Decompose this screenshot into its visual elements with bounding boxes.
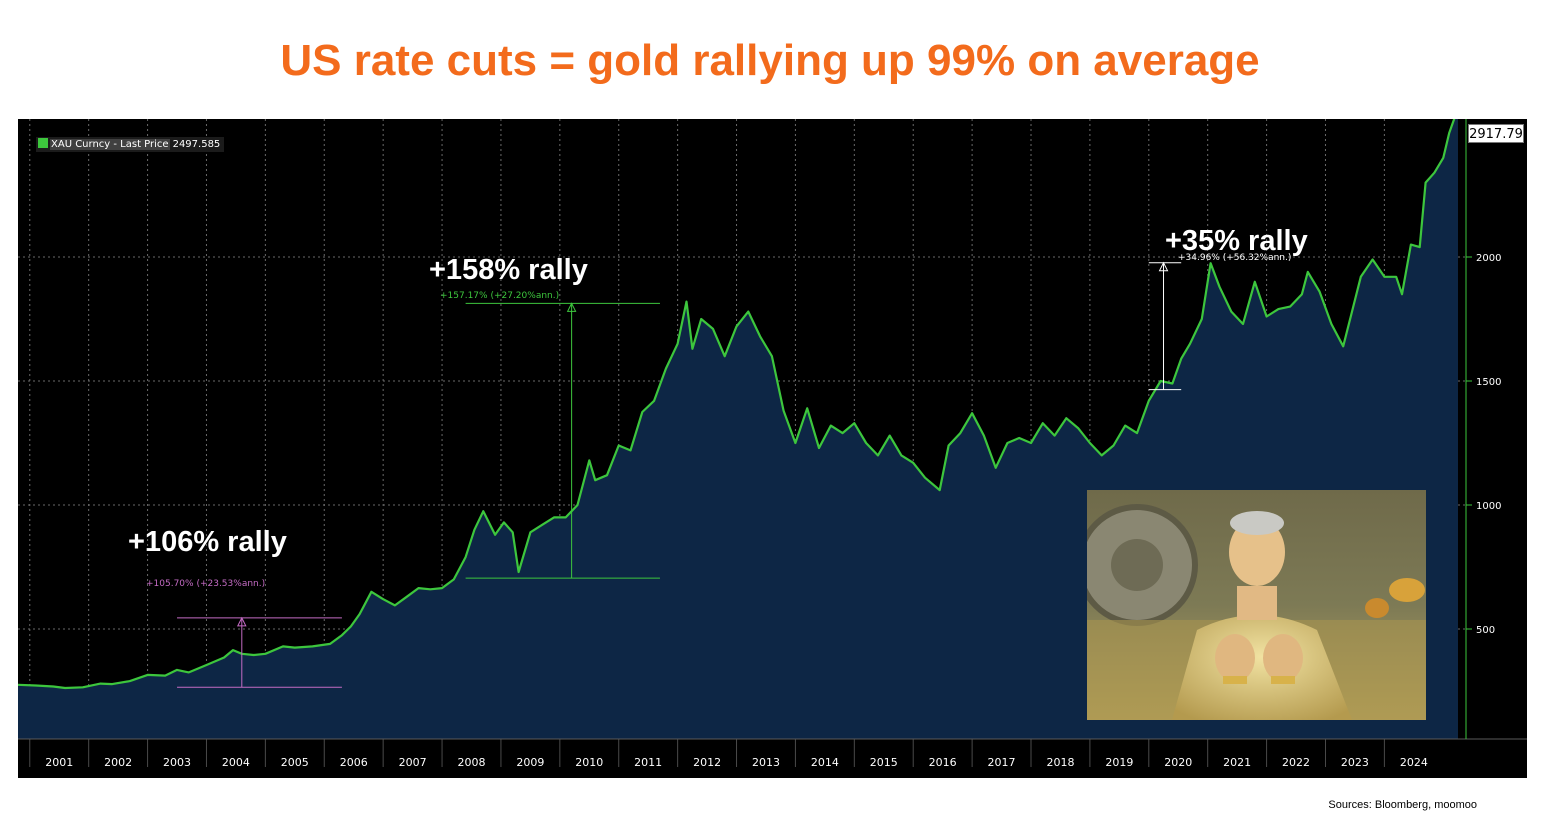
x-tick-label: 2012 <box>693 756 721 769</box>
x-tick-label: 2018 <box>1046 756 1074 769</box>
x-tick-label: 2019 <box>1105 756 1133 769</box>
x-tick-label: 2008 <box>457 756 485 769</box>
rally-detail-1: +105.70% (+23.53%ann.) <box>146 579 266 589</box>
x-tick-label: 2020 <box>1164 756 1192 769</box>
x-tick-label: 2011 <box>634 756 662 769</box>
axis-layer: 2001 2002 2003 2004 2005 2006 2007 2008 2009 2010… <box>18 119 1527 769</box>
legend-value: 2497.585 <box>172 139 221 150</box>
x-tick-label: 2016 <box>929 756 957 769</box>
source-note: Sources: Bloomberg, moomoo <box>1328 799 1477 811</box>
legend: XAU Curncy - Last Price 2497.585 <box>36 137 225 152</box>
rally-title-2: +158% rally <box>429 254 588 286</box>
x-tick-label: 2009 <box>516 756 544 769</box>
x-tick-label: 2002 <box>104 756 132 769</box>
last-price-tag: 2917.79 <box>1468 124 1524 143</box>
y-tick-label: 1500 <box>1476 377 1501 388</box>
x-tick-label: 2014 <box>811 756 839 769</box>
page-title: US rate cuts = gold rallying up 99% on a… <box>280 36 1260 85</box>
x-tick-label: 2017 <box>988 756 1016 769</box>
x-tick-label: 2013 <box>752 756 780 769</box>
rally-detail-2: +157.17% (+27.20%ann.) <box>440 291 560 301</box>
rally-arrowhead-1 <box>236 616 247 627</box>
price-series-line <box>18 119 1456 690</box>
x-tick-label: 2003 <box>163 756 191 769</box>
x-tick-label: 2022 <box>1282 756 1310 769</box>
rally-title-1: +106% rally <box>128 526 287 558</box>
x-tick-label: 2007 <box>399 756 427 769</box>
y-tick-label: 1000 <box>1476 501 1501 512</box>
rally-arrowhead-2 <box>566 302 577 312</box>
annotation-layer <box>177 261 1182 688</box>
rally-detail-3: +34.96% (+56.32%ann.) <box>1178 253 1292 263</box>
movie-still-photo <box>1087 490 1426 720</box>
rally-arrowhead-3 <box>1158 261 1169 272</box>
x-tick-label: 2004 <box>222 756 250 769</box>
photo-illustration <box>1087 490 1426 720</box>
y-tick-label: 500 <box>1476 625 1495 636</box>
chart-panel: 2001 2002 2003 2004 2005 2006 2007 2008 2009 2010… <box>18 119 1527 778</box>
x-tick-label: 2023 <box>1341 756 1369 769</box>
y-tick-label: 2000 <box>1476 253 1501 264</box>
x-tick-label: 2015 <box>870 756 898 769</box>
x-tick-label: 2021 <box>1223 756 1251 769</box>
x-tick-label: 2001 <box>45 756 73 769</box>
x-tick-label: 2010 <box>575 756 603 769</box>
x-tick-label: 2006 <box>340 756 368 769</box>
x-tick-label: 2024 <box>1400 756 1428 769</box>
legend-label: XAU Curncy - Last Price <box>50 139 170 150</box>
rally-title-3: +35% rally <box>1165 225 1308 257</box>
x-tick-label: 2005 <box>281 756 309 769</box>
legend-swatch <box>38 138 48 148</box>
